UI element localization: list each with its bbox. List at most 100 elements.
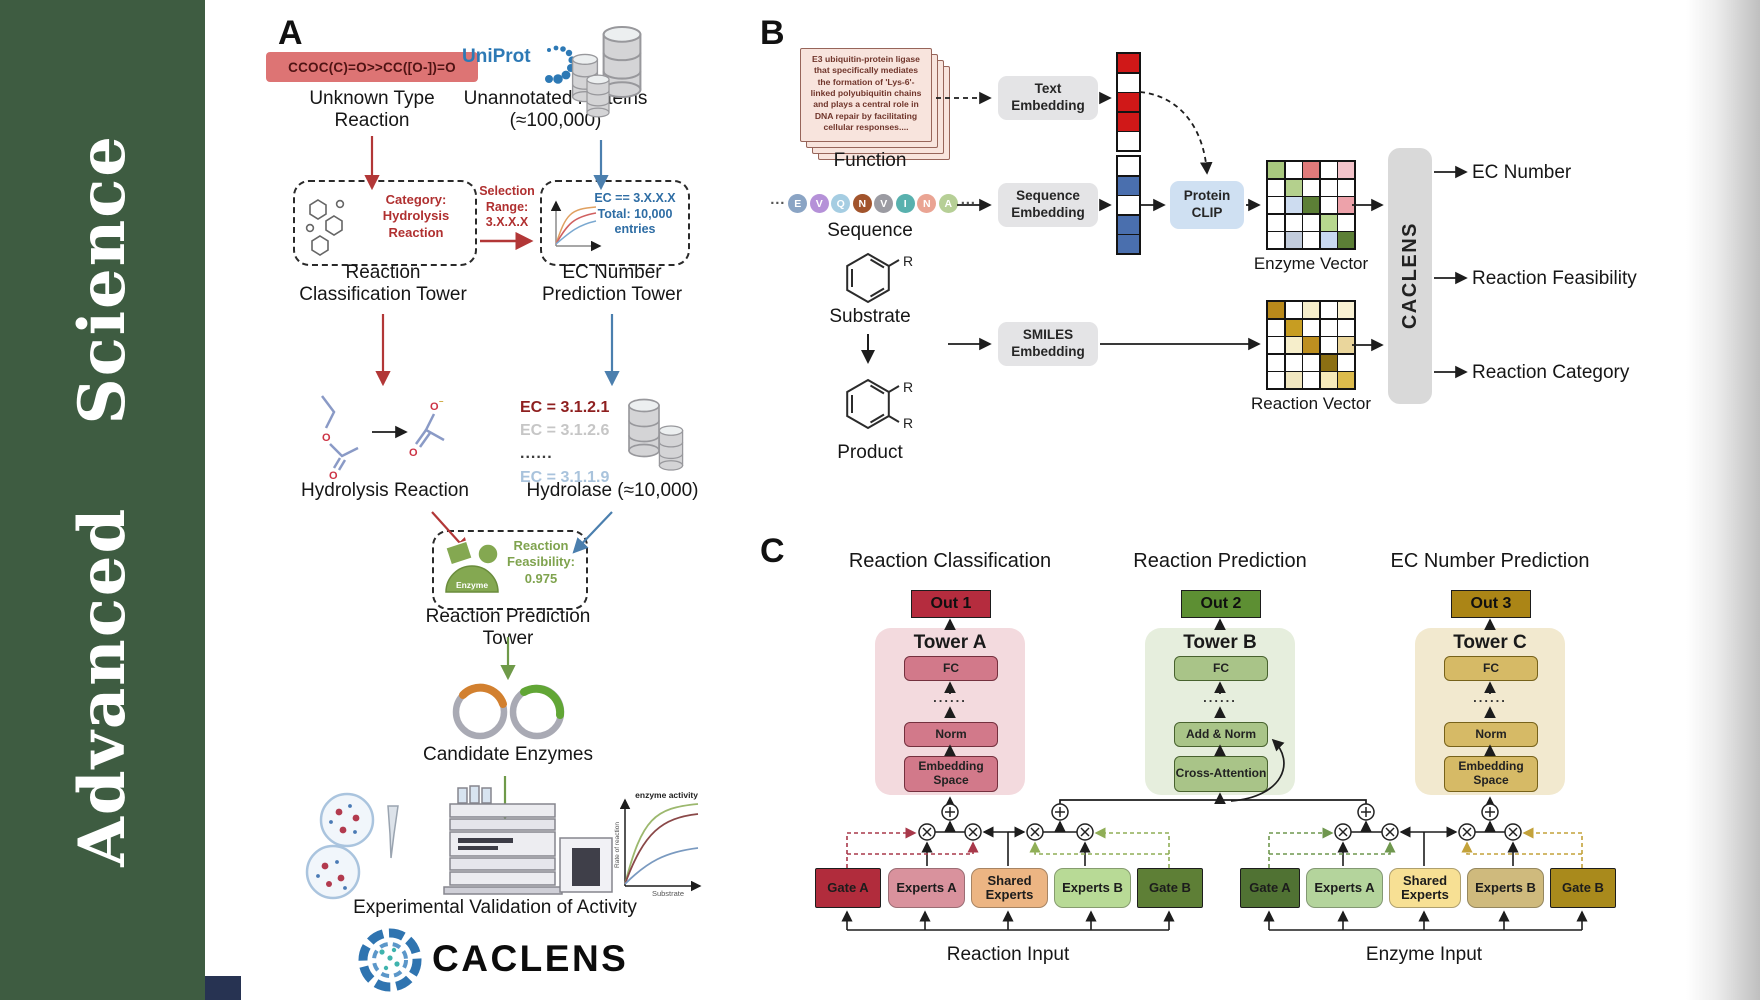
caclens-bar-text: CACLENS bbox=[1398, 222, 1421, 330]
times-node bbox=[918, 823, 936, 841]
database-icon-hydrolase bbox=[628, 398, 684, 471]
ec-range-box bbox=[540, 180, 690, 266]
tower-c-title: Tower C bbox=[1453, 632, 1527, 653]
experimental-validation-label: Experimental Validation of Activity bbox=[353, 897, 637, 918]
enzyme-gate-a: Gate A bbox=[1240, 868, 1300, 908]
ec-result-2: EC = 3.1.2.6 bbox=[520, 422, 610, 440]
tower-b-cross-attention: Cross-Attention bbox=[1174, 756, 1268, 792]
times-node bbox=[1458, 823, 1476, 841]
section-title-reaction-classification: Reaction Classification bbox=[848, 550, 1052, 572]
reaction-gate-b: Gate B bbox=[1137, 868, 1203, 908]
enzyme-experts-b: Experts B bbox=[1467, 868, 1544, 908]
ec-result-3: EC = 3.1.1.9 bbox=[520, 468, 610, 486]
reaction-shared-experts: Shared Experts bbox=[971, 868, 1048, 908]
sum-and-product-nodes bbox=[918, 803, 1522, 841]
selection-range-text: Selection Range: 3.X.X.X bbox=[479, 184, 535, 230]
text-embedding-vector bbox=[1116, 52, 1141, 152]
times-node bbox=[964, 823, 982, 841]
smiles-embedding-box: SMILES Embedding bbox=[998, 322, 1098, 366]
times-node bbox=[1076, 823, 1094, 841]
svg-text:R: R bbox=[903, 379, 913, 395]
output-reaction-category: Reaction Category bbox=[1472, 362, 1630, 383]
substrate-label: Substrate bbox=[829, 306, 911, 327]
out2-box: Out 2 bbox=[1181, 590, 1261, 618]
reaction-feasibility-box bbox=[432, 530, 588, 610]
svg-text:O: O bbox=[322, 432, 331, 444]
svg-text:O: O bbox=[430, 401, 439, 413]
caclens-shutter-logo bbox=[358, 928, 422, 992]
svg-text:O: O bbox=[409, 447, 418, 459]
enzyme-vector-label: Enzyme Vector bbox=[1253, 254, 1369, 273]
panel-b-label: B bbox=[760, 14, 785, 52]
output-ec-number: EC Number bbox=[1472, 162, 1572, 183]
journal-name: Advanced Science bbox=[65, 133, 140, 867]
reaction-vector-label: Reaction Vector bbox=[1250, 394, 1371, 413]
reaction-category-box bbox=[293, 180, 477, 266]
reaction-input-label: Reaction Input bbox=[946, 944, 1070, 965]
section-title-reaction-prediction: Reaction Prediction bbox=[1133, 550, 1307, 572]
cells-and-pipette-icon bbox=[305, 792, 399, 900]
tower-b-add-norm: Add & Norm bbox=[1174, 722, 1268, 747]
feasibility-text: Reaction Feasibility: 0.975 bbox=[507, 538, 575, 586]
times-node bbox=[1381, 823, 1399, 841]
hydrolysis-reaction-label: Hydrolysis Reaction bbox=[301, 480, 469, 501]
ec-range-text: EC == 3.X.X.X Total: 10,000 entries bbox=[594, 191, 676, 237]
sequence-ellipsis-right: ··· bbox=[960, 195, 976, 212]
plasmid-icons bbox=[452, 683, 565, 740]
svg-text:enzyme activity: enzyme activity bbox=[635, 790, 698, 800]
plus-node bbox=[1481, 803, 1499, 821]
tower-a-dots: ...... bbox=[933, 690, 967, 705]
reaction-prediction-tower-label: Reaction Prediction Tower bbox=[425, 606, 591, 650]
tower-c-norm: Norm bbox=[1444, 722, 1538, 747]
enzyme-shared-experts: Shared Experts bbox=[1389, 868, 1461, 908]
plus-node bbox=[1357, 803, 1375, 821]
reaction-experts-b: Experts B bbox=[1054, 868, 1131, 908]
plus-node bbox=[1051, 803, 1069, 821]
tower-a-norm: Norm bbox=[904, 722, 998, 747]
svg-text:Rate of reaction: Rate of reaction bbox=[614, 822, 621, 868]
ec-result-1: EC = 3.1.2.1 bbox=[520, 399, 610, 416]
times-node bbox=[1026, 823, 1044, 841]
tower-a-title: Tower A bbox=[913, 632, 987, 653]
ec-result-dots: ...... bbox=[520, 445, 553, 463]
function-label: Function bbox=[833, 150, 907, 171]
tower-b-fc: FC bbox=[1174, 656, 1268, 681]
enzyme-vector-matrix bbox=[1266, 160, 1356, 250]
section-title-ec-number-prediction: EC Number Prediction bbox=[1390, 550, 1590, 572]
tower-c-fc: FC bbox=[1444, 656, 1538, 681]
tower-c-dots: ...... bbox=[1473, 690, 1507, 705]
category-text: Category: Hydrolysis Reaction bbox=[382, 192, 450, 240]
tower-a-fc: FC bbox=[904, 656, 998, 681]
out3-box: Out 3 bbox=[1451, 590, 1531, 618]
plus-node bbox=[941, 803, 959, 821]
hydrolysis-reaction-structures: O O O – O bbox=[321, 395, 445, 482]
hydrolase-label: Hydrolase (≈10,000) bbox=[526, 480, 699, 501]
candidate-enzymes-label: Candidate Enzymes bbox=[422, 744, 594, 765]
caclens-wordmark: CACLENS bbox=[432, 938, 629, 979]
tower-a-embedding-space: Embedding Space bbox=[904, 756, 998, 792]
enzyme-input-label: Enzyme Input bbox=[1365, 944, 1483, 965]
reaction-vector-matrix bbox=[1266, 300, 1356, 390]
product-structure: R R bbox=[846, 378, 913, 431]
panel-a-label: A bbox=[278, 14, 303, 52]
output-reaction-feasibility: Reaction Feasibility bbox=[1472, 268, 1637, 289]
protein-clip-box: Protein CLIP bbox=[1170, 181, 1244, 229]
panel-c-gate-dashes bbox=[846, 827, 1583, 868]
times-node bbox=[1504, 823, 1522, 841]
tower-b-dots: ...... bbox=[1203, 690, 1237, 705]
svg-text:R: R bbox=[903, 415, 913, 431]
enzyme-activity-plot: enzyme activity Rate of reaction Substra… bbox=[614, 790, 702, 898]
svg-text:R: R bbox=[903, 253, 913, 269]
function-card: E3 ubiquitin-protein ligase that specifi… bbox=[800, 48, 932, 142]
enzyme-experts-a: Experts A bbox=[1306, 868, 1383, 908]
out1-box: Out 1 bbox=[911, 590, 991, 618]
svg-text:–: – bbox=[439, 397, 444, 406]
product-label: Product bbox=[837, 442, 903, 463]
page-edge-shadow bbox=[1686, 0, 1760, 1000]
substrate-structure: R bbox=[846, 252, 913, 304]
panel-c-label: C bbox=[760, 532, 785, 570]
sequence-embedding-vector bbox=[1116, 155, 1141, 255]
hplc-instrument-icon bbox=[443, 785, 613, 895]
